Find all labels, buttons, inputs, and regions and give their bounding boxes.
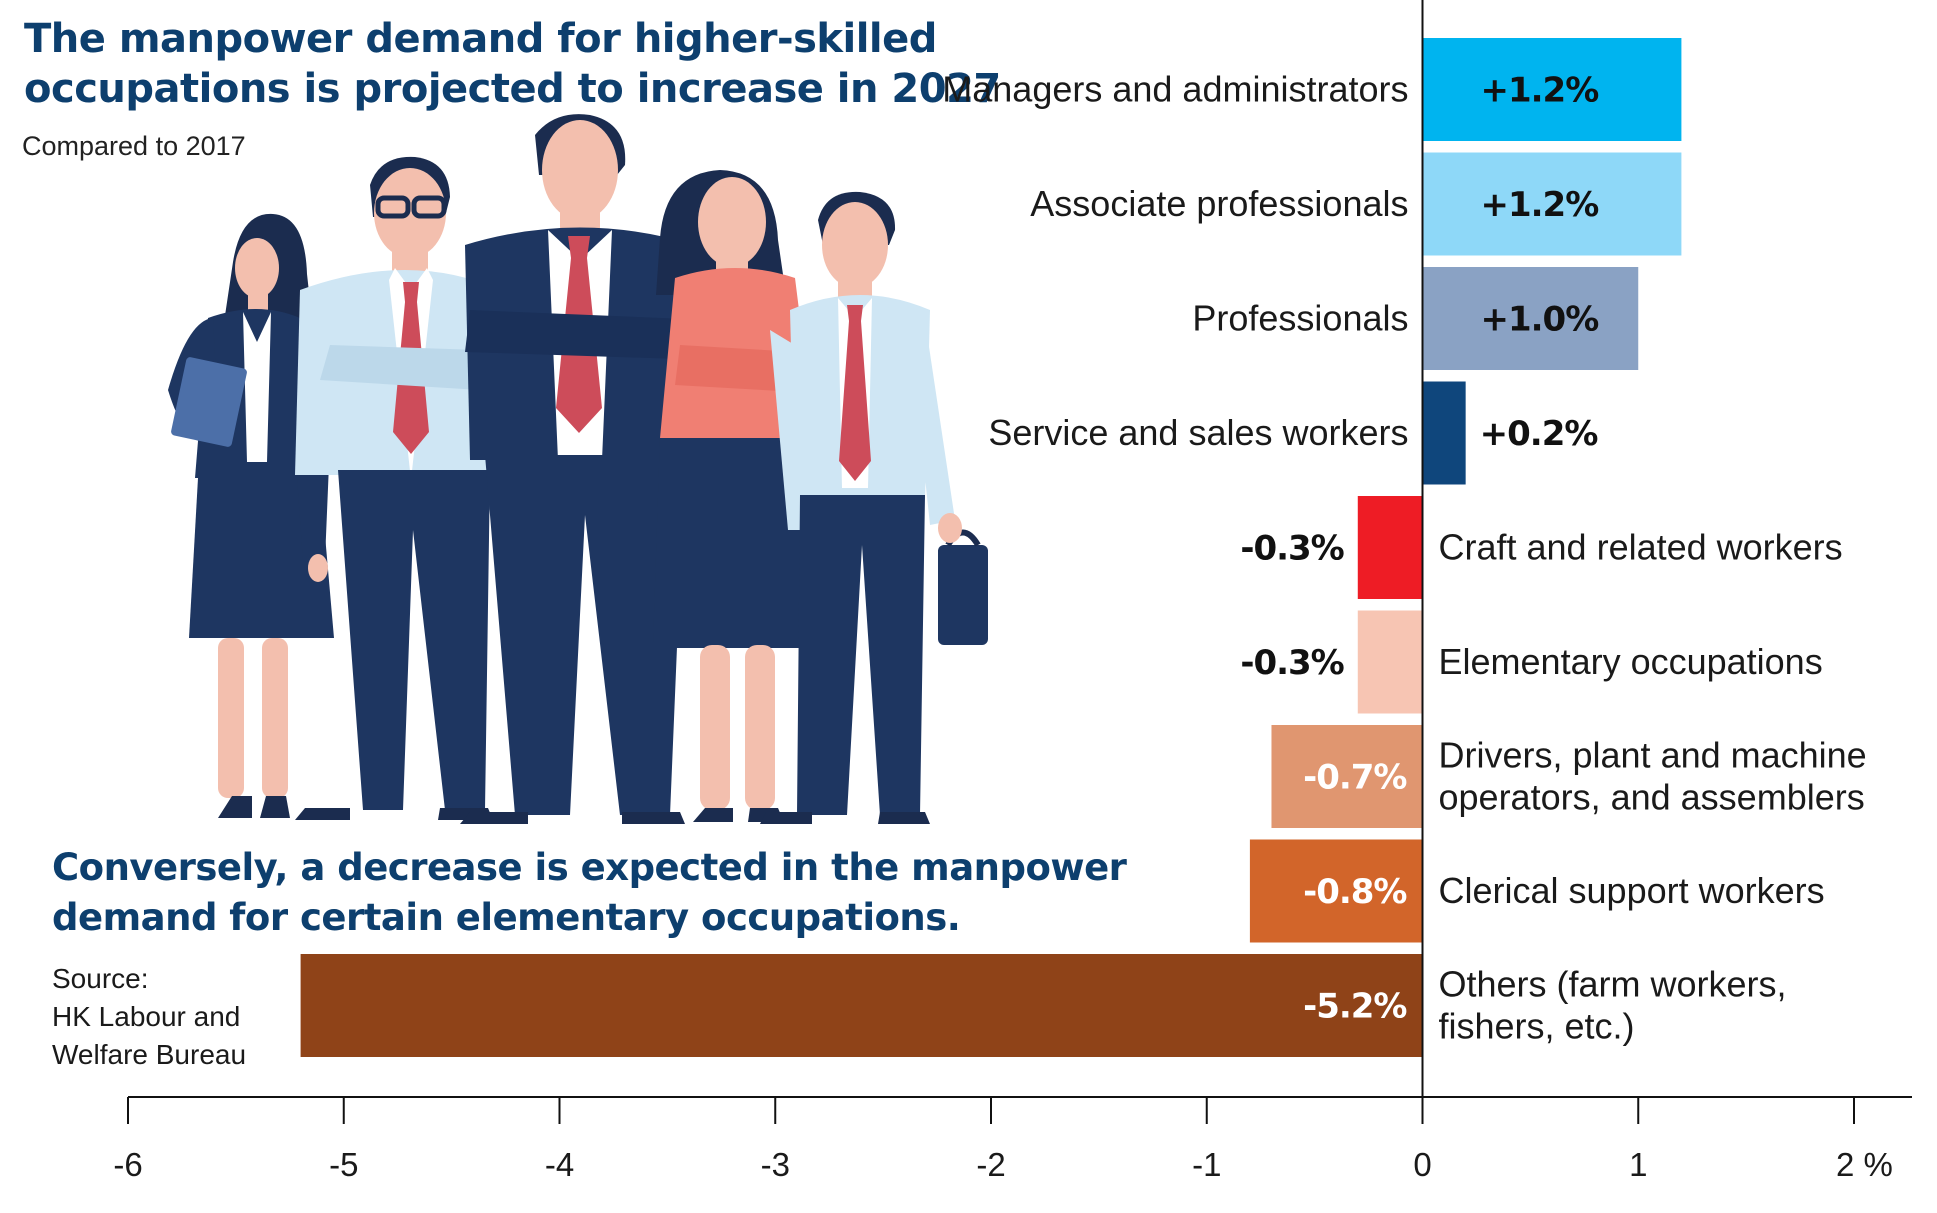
value-label-7: -0.8%: [1303, 872, 1406, 912]
person-man-glasses: [295, 156, 510, 820]
bars-group: Managers and administrators +1.2% Associat…: [300, 38, 1867, 1057]
value-label-1: +1.2%: [1481, 185, 1599, 225]
x-tick-label-2: -4: [545, 1146, 574, 1183]
category-label-4-0: Craft and related workers: [1439, 527, 1843, 568]
category-label-8-1: fishers, etc.): [1439, 1006, 1635, 1047]
x-tick-label-4: -2: [976, 1146, 1005, 1183]
value-label-5: -0.3%: [1240, 643, 1343, 683]
category-label-5-0: Elementary occupations: [1439, 641, 1823, 682]
person-man-center: [460, 114, 718, 824]
x-tick-label-0: -6: [113, 1146, 142, 1183]
conversely-note-line-1: Conversely, a decrease is expected in th…: [52, 846, 1128, 889]
value-label-6: -0.7%: [1303, 758, 1406, 798]
chart-subtitle: Compared to 2017: [22, 131, 246, 161]
category-label-7-0: Clerical support workers: [1439, 870, 1825, 911]
source-line-3: Welfare Bureau: [52, 1039, 246, 1070]
value-label-2: +1.0%: [1481, 300, 1599, 340]
x-tick-label-1: -5: [329, 1146, 358, 1183]
x-axis: -6 -5 -4 -3 -2 -1 0 1 2 %: [113, 0, 1912, 1183]
bar-6: [1271, 725, 1423, 828]
category-label-0-0: Managers and administrators: [942, 69, 1408, 110]
value-label-0: +1.2%: [1481, 71, 1599, 111]
x-tick-label-5: -1: [1192, 1146, 1221, 1183]
category-label-3-0: Service and sales workers: [988, 412, 1408, 453]
bar-1: [1422, 152, 1682, 256]
category-label-6-0: Drivers, plant and machine: [1439, 735, 1867, 776]
business-team-illustration: [168, 114, 988, 824]
conversely-note-line-2: demand for certain elementary occupation…: [52, 896, 960, 939]
bar-4: [1357, 496, 1423, 599]
source-line-1: Source:: [52, 963, 149, 994]
category-label-6-1: operators, and assemblers: [1439, 777, 1865, 818]
value-label-8: -5.2%: [1303, 987, 1406, 1027]
category-label-8-0: Others (farm workers,: [1439, 964, 1787, 1005]
category-label-2-0: Professionals: [1192, 298, 1408, 339]
bar-3: [1422, 381, 1466, 485]
person-woman-left: [168, 213, 334, 818]
chart-title-line-2: occupations is projected to increase in …: [24, 66, 1001, 112]
value-label-4: -0.3%: [1240, 529, 1343, 569]
x-tick-label-7: 1: [1629, 1146, 1647, 1183]
bar-0: [1422, 38, 1682, 141]
x-tick-label-3: -3: [761, 1146, 790, 1183]
value-label-3: +0.2%: [1480, 414, 1598, 454]
bar-5: [1357, 610, 1423, 714]
category-label-1-0: Associate professionals: [1030, 183, 1408, 224]
person-man-right: [760, 191, 988, 824]
source-line-2: HK Labour and: [52, 1001, 240, 1032]
bar-2: [1422, 267, 1639, 370]
bar-8: [300, 954, 1423, 1057]
x-tick-label-6: 0: [1413, 1146, 1431, 1183]
chart-title-line-1: The manpower demand for higher-skilled: [24, 16, 937, 62]
bar-7: [1249, 839, 1423, 943]
x-tick-label-8: 2 %: [1836, 1146, 1893, 1183]
